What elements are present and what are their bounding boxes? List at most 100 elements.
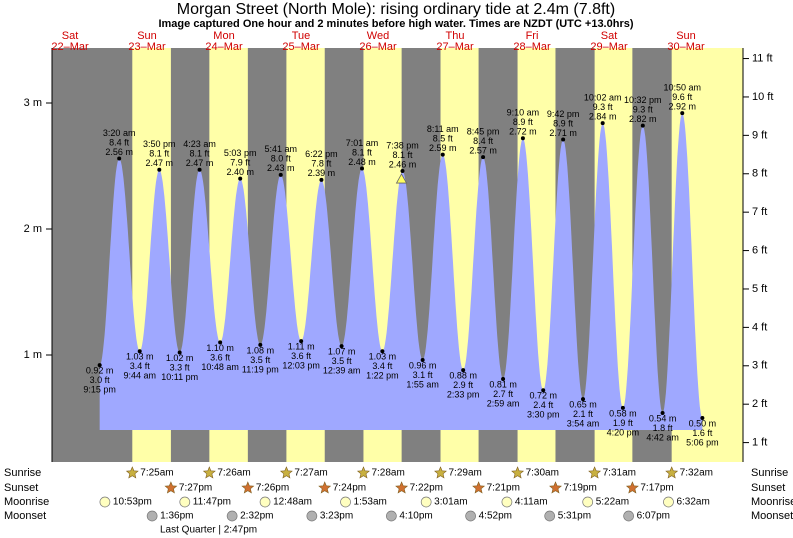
weekday: Sun — [137, 30, 157, 42]
ft-tick-label: 4 ft — [752, 321, 767, 333]
sunrise-icon — [202, 466, 216, 479]
tide-label: 0.92 m — [86, 365, 114, 375]
row-label: Moonset — [751, 510, 793, 522]
tide-label: 3:50 pm — [143, 139, 176, 149]
tide-label: 4:20 pm — [607, 427, 640, 437]
date: 26–Mar — [359, 41, 397, 53]
weekday: Sat — [62, 30, 79, 42]
tide-label: 0.58 m — [609, 408, 637, 418]
tide-point — [197, 167, 202, 172]
sunrise-time: 7:29am — [449, 468, 482, 479]
tide-label: 2.46 m — [389, 159, 417, 169]
tide-label: 5:03 pm — [224, 148, 257, 158]
tide-label: 2.56 m — [105, 147, 133, 157]
date: 24–Mar — [205, 41, 243, 53]
tide-label: 2.1 ft — [573, 409, 594, 419]
moonset-icon — [146, 510, 158, 522]
tide-point — [481, 155, 486, 160]
tide-label: 12:03 pm — [282, 361, 320, 371]
tide-label: 8.4 ft — [109, 137, 130, 147]
tide-label: 8.1 ft — [392, 150, 413, 160]
moonset-time: 4:52pm — [479, 511, 512, 522]
tide-label: 2:59 am — [487, 398, 520, 408]
tide-point — [700, 416, 705, 420]
sunrise-icon — [511, 466, 525, 479]
tide-label: 2.72 m — [509, 127, 537, 137]
moon-phase: Last Quarter | 2:47pm — [160, 525, 257, 536]
ft-tick-label: 3 ft — [752, 360, 767, 372]
tide-label: 10:50 am — [663, 82, 701, 92]
moonrise-icon — [582, 496, 594, 508]
tide-label: 3.6 ft — [291, 351, 312, 361]
tide-point — [218, 340, 223, 345]
ft-tick-label: 8 ft — [752, 168, 767, 180]
moonset-icon — [465, 510, 476, 522]
sunset-icon — [472, 481, 486, 494]
tide-label: 5:06 pm — [686, 437, 719, 447]
sunrise-time: 7:31am — [603, 468, 636, 479]
ft-tick-label: 2 ft — [752, 398, 767, 410]
row-label: Sunrise — [751, 467, 788, 479]
tide-point — [501, 376, 506, 381]
row-label: Moonrise — [4, 496, 49, 508]
tide-point — [680, 111, 685, 116]
m-tick-label: 2 m — [24, 223, 42, 235]
date: 27–Mar — [436, 41, 474, 53]
sunrise-time: 7:25am — [140, 468, 173, 479]
tide-label: 8:11 am — [427, 124, 459, 134]
tide-label: 10:48 am — [201, 362, 239, 372]
tide-point — [440, 152, 445, 157]
tide-label: 2.47 m — [146, 158, 174, 168]
tide-point — [561, 137, 566, 142]
sunrise-time: 7:27am — [294, 468, 327, 479]
tide-label: 2.48 m — [348, 157, 376, 167]
sunset-time: 7:27pm — [179, 483, 212, 494]
sunrise-icon — [125, 466, 139, 479]
ft-tick-label: 1 ft — [752, 437, 767, 449]
date: 29–Mar — [590, 41, 628, 53]
tide-label: 1.07 m — [328, 347, 356, 357]
tide-label: 2.40 m — [226, 167, 254, 177]
chart-subtitle: Image captured One hour and 2 minutes be… — [158, 18, 633, 30]
sunrise-time: 7:26am — [217, 468, 250, 479]
tide-point — [97, 363, 102, 368]
tide-point — [360, 166, 365, 171]
sunrise-icon — [665, 466, 679, 479]
tide-label: 1.8 ft — [653, 423, 674, 433]
moonset-icon — [544, 510, 556, 522]
tide-point — [339, 344, 344, 349]
tide-label: 2.4 ft — [533, 400, 554, 410]
tide-label: 3:30 pm — [527, 410, 560, 420]
tide-point — [520, 136, 525, 141]
tide-label: 10:11 pm — [161, 372, 198, 382]
sunrise-time: 7:28am — [371, 468, 404, 479]
moonrise-time: 5:22am — [596, 497, 629, 508]
tide-label: 9:10 am — [507, 108, 540, 118]
tide-label: 9:42 pm — [547, 109, 580, 119]
tide-label: 1.10 m — [206, 343, 234, 353]
moonrise-time: 11:47pm — [193, 497, 231, 508]
tide-label: 8.9 ft — [513, 117, 534, 127]
ft-tick-label: 10 ft — [752, 91, 773, 103]
tide-label: 3:54 am — [567, 418, 600, 428]
tide-point — [137, 349, 142, 354]
tide-label: 3.4 ft — [372, 361, 393, 371]
tide-label: 3:20 am — [103, 128, 136, 138]
tide-label: 8.5 ft — [433, 134, 454, 144]
moonset-icon — [226, 510, 238, 522]
sunset-icon — [164, 481, 178, 494]
tide-label: 4:23 am — [183, 139, 216, 149]
sunset-icon — [625, 481, 639, 494]
tide-label: 2.82 m — [629, 114, 657, 124]
tide-label: 7:01 am — [346, 138, 379, 148]
tide-point — [299, 339, 304, 344]
tide-label: 1.03 m — [126, 352, 154, 362]
sunset-time: 7:22pm — [410, 483, 443, 494]
ft-tick-label: 9 ft — [752, 129, 767, 141]
tide-label: 0.81 m — [489, 379, 517, 389]
tide-label: 1.6 ft — [692, 428, 713, 438]
tide-label: 2.84 m — [589, 112, 617, 122]
sunset-time: 7:19pm — [563, 483, 596, 494]
tide-point — [620, 405, 625, 410]
date: 22–Mar — [51, 41, 89, 53]
